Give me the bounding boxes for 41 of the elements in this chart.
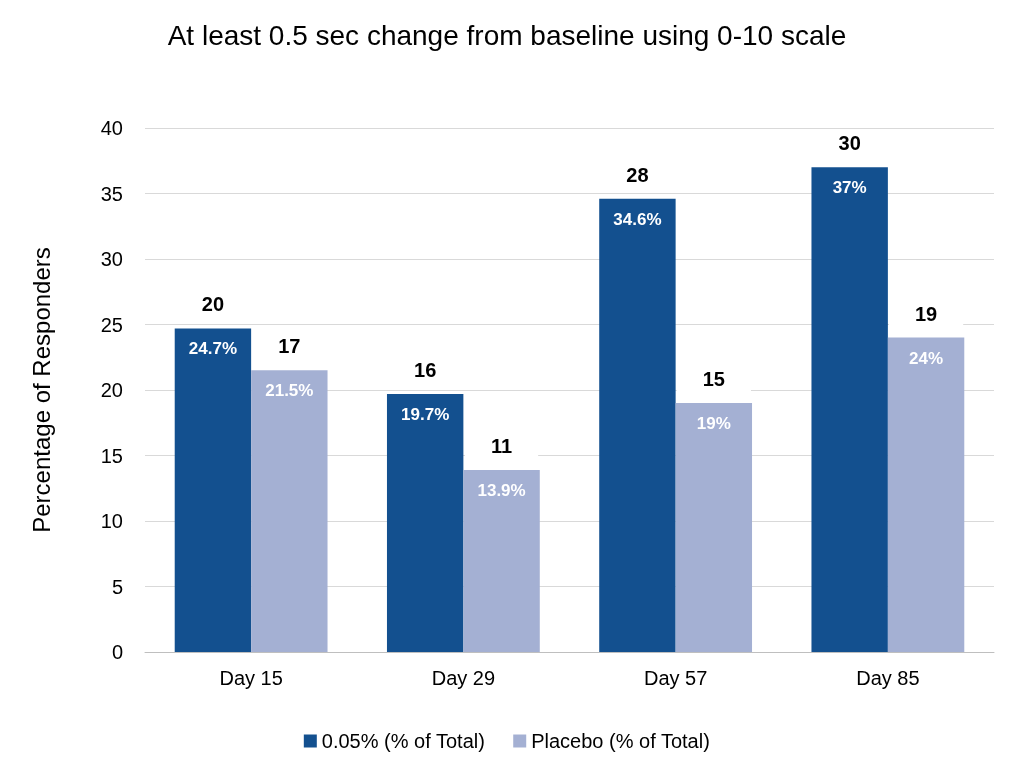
bar: [386, 393, 464, 652]
y-tick-label: 15: [100, 444, 123, 467]
y-tick-label: 5: [111, 575, 123, 598]
bar: [463, 469, 540, 652]
x-tick-label: Day 15: [219, 667, 283, 689]
chart-title: At least 0.5 sec change from baseline using 0-10 scale: [167, 19, 847, 51]
bar: [675, 403, 753, 652]
data-label: 37%: [832, 178, 867, 198]
bar: [599, 198, 676, 652]
bar: [887, 337, 965, 652]
data-label: 24%: [909, 348, 944, 368]
annotation: 20: [201, 293, 225, 316]
data-label: 34.6%: [613, 209, 662, 229]
annotation: 15: [702, 368, 725, 391]
data-label: 19.7%: [401, 404, 450, 424]
data-label: 21.5%: [265, 381, 314, 401]
bar: [174, 328, 252, 652]
legend-label: 0.05% (% of Total): [321, 730, 485, 752]
annotation: 17: [278, 335, 301, 358]
y-tick-label: 40: [100, 117, 123, 139]
annotation: 11: [491, 434, 513, 457]
y-axis-title: Percentage of Responders: [27, 247, 55, 533]
y-tick-label: 0: [111, 641, 123, 663]
data-label: 13.9%: [477, 480, 526, 500]
data-label: 24.7%: [188, 339, 238, 359]
legend-label: Placebo (% of Total): [531, 730, 710, 752]
annotation: 28: [626, 163, 649, 186]
bar: [251, 370, 328, 652]
data-label: 19%: [696, 414, 731, 434]
annotation: 30: [838, 132, 861, 155]
y-tick-label: 35: [100, 182, 123, 205]
y-tick-label: 10: [100, 510, 123, 532]
y-tick-label: 20: [100, 379, 123, 401]
x-tick-label: Day 57: [643, 667, 708, 689]
y-tick-label: 25: [100, 313, 123, 336]
x-tick-label: Day 29: [431, 667, 496, 689]
bar: [811, 167, 888, 652]
annotation: 16: [414, 358, 437, 381]
x-tick-label: Day 85: [856, 667, 920, 689]
y-tick-label: 30: [100, 248, 123, 270]
annotation: 19: [914, 302, 938, 325]
